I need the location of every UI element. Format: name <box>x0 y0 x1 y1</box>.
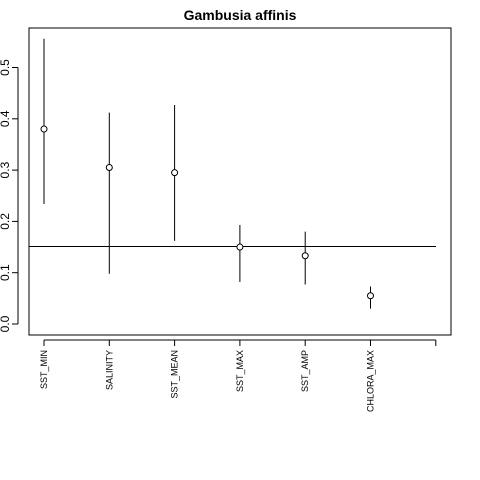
chart-title: Gambusia affinis <box>184 7 297 23</box>
y-tick-label: 0.3 <box>0 161 12 178</box>
y-axis: 0.0 0.1 0.2 0.3 0.4 0.5 <box>0 59 19 332</box>
x-axis: SST_MIN SALINITY SST_MEAN SST_MAX SST_AMP CHL… <box>39 339 437 412</box>
x-category-label: SST_AMP <box>300 350 310 392</box>
data-marks <box>29 38 436 309</box>
y-tick-label: 0.5 <box>0 59 12 76</box>
plot-frame <box>28 27 452 336</box>
y-tick-label: 0.4 <box>0 110 12 127</box>
data-point <box>367 292 374 300</box>
data-point <box>40 125 48 133</box>
data-point <box>105 164 113 172</box>
y-tick-label: 0.1 <box>0 264 12 281</box>
data-point <box>171 169 179 177</box>
x-category-label: SST_MEAN <box>170 350 180 399</box>
y-tick-label: 0.0 <box>0 315 12 332</box>
data-point <box>236 243 244 251</box>
x-category-label: SST_MIN <box>39 350 49 389</box>
x-category-label: CHLORA_MAX <box>366 350 376 412</box>
x-category-label: SALINITY <box>104 350 114 390</box>
y-tick-label: 0.2 <box>0 213 12 230</box>
x-category-label: SST_MAX <box>235 350 245 392</box>
data-point <box>301 252 309 260</box>
